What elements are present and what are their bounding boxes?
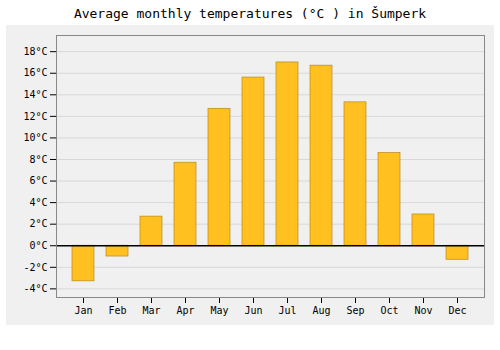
svg-text:Dec: Dec xyxy=(448,305,466,316)
svg-text:Feb: Feb xyxy=(108,305,126,316)
svg-text:12°C: 12°C xyxy=(23,111,47,122)
svg-text:8°C: 8°C xyxy=(29,154,47,165)
svg-text:-4°C: -4°C xyxy=(23,283,47,294)
svg-text:-2°C: -2°C xyxy=(23,262,47,273)
svg-text:Apr: Apr xyxy=(176,305,194,316)
html-text:Average monthly temperatures (: Average monthly temperatures (°C ) in Šu… xyxy=(73,6,427,21)
svg-text:Jun: Jun xyxy=(244,305,262,316)
svg-text:0°C: 0°C xyxy=(29,240,47,251)
svg-text:14°C: 14°C xyxy=(23,89,47,100)
svg-text:10°C: 10°C xyxy=(23,132,47,143)
svg-text:May: May xyxy=(210,305,228,316)
svg-text:Sep: Sep xyxy=(346,305,364,316)
svg-text:Mar: Mar xyxy=(142,305,160,316)
svg-text:6°C: 6°C xyxy=(29,175,47,186)
svg-text:Jan: Jan xyxy=(74,305,92,316)
svg-text:Nov: Nov xyxy=(414,305,432,316)
svg-text:18°C: 18°C xyxy=(23,46,47,57)
svg-text:2°C: 2°C xyxy=(29,218,47,229)
svg-text:Oct: Oct xyxy=(380,305,398,316)
svg-text:Aug: Aug xyxy=(312,305,330,316)
svg-text:Jul: Jul xyxy=(278,305,296,316)
svg-text:4°C: 4°C xyxy=(29,197,47,208)
svg-text:16°C: 16°C xyxy=(23,67,47,78)
